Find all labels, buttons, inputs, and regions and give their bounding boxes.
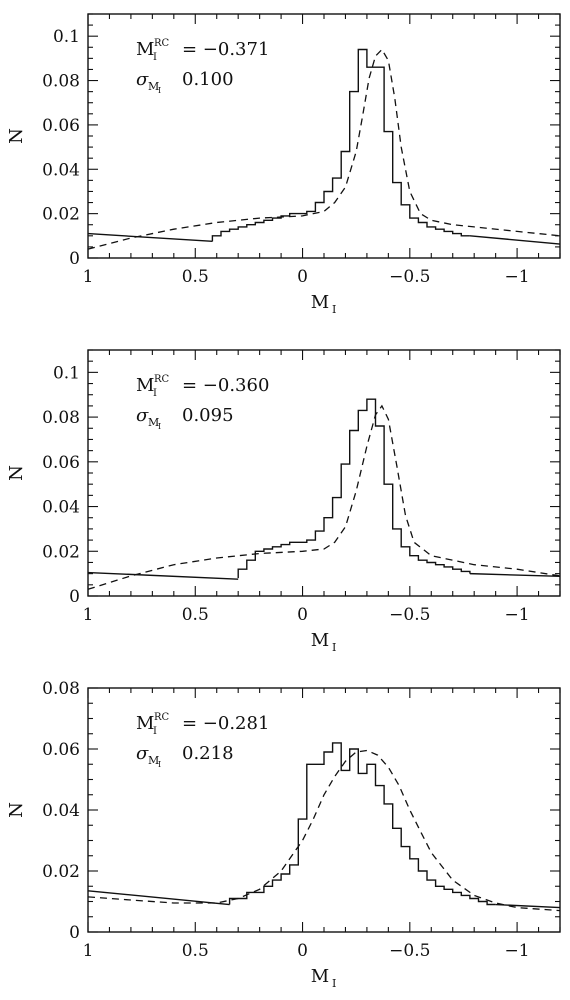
histogram-left-tail — [87, 571, 239, 580]
annotation-sigma-subsubscript: I — [158, 760, 161, 769]
annotation-mag-subscript: I — [153, 52, 157, 63]
y-tick-label: 0 — [69, 249, 80, 269]
annotation-mag-subscript: I — [153, 726, 157, 737]
x-tick-label: 0.5 — [182, 941, 209, 961]
panel-middle: 1 0.5 0 −0.5 −100.020.040.060.080.1NM IM RCI = … — [6, 349, 561, 654]
annotation-sigma-subsubscript: I — [158, 422, 161, 431]
annotation-mag-value: = −0.371 — [182, 39, 269, 60]
y-tick-label: 0.1 — [53, 27, 80, 47]
x-tick-label: 1 — [83, 605, 94, 625]
annotation-sigma-symbol: σ — [136, 405, 149, 426]
x-tick-label: 0 — [297, 267, 308, 287]
annotation-sigma-subscript: M — [148, 80, 159, 93]
annotation-sigma-value: 0.218 — [182, 743, 234, 764]
plot-frame — [87, 13, 561, 259]
panel-top: 1 0.5 0 −0.5 −100.020.040.060.080.1NM IM RCI = … — [6, 13, 561, 316]
fit-curve-dashed — [87, 749, 561, 912]
x-tick-label: −0.5 — [389, 267, 430, 287]
x-axis-title: M — [311, 966, 329, 987]
x-tick-label: −1 — [505, 941, 530, 961]
annotation-sigma-symbol: σ — [136, 743, 149, 764]
annotation-mag-superscript: RC — [154, 374, 170, 385]
x-tick-label: 0.5 — [182, 267, 209, 287]
y-tick-label: 0 — [69, 923, 80, 943]
annotation-mag-subscript: I — [153, 388, 157, 399]
y-tick-label: 0.06 — [42, 740, 80, 760]
annotation-mag-symbol: M — [136, 375, 154, 396]
y-tick-label: 0.08 — [42, 72, 80, 92]
x-axis-title-subscript: I — [332, 641, 336, 654]
annotation-sigma-value: 0.100 — [182, 69, 234, 90]
x-tick-label: −1 — [505, 267, 530, 287]
histogram-right-tail — [495, 903, 561, 909]
annotation-mag-superscript: RC — [154, 38, 170, 49]
annotation-sigma-symbol: σ — [136, 69, 149, 90]
y-tick-label: 0.02 — [42, 862, 80, 882]
histogram-right-tail — [469, 572, 561, 578]
x-axis-title: M — [311, 292, 329, 313]
annotation-mag-symbol: M — [136, 713, 154, 734]
histogram-left-tail — [87, 232, 213, 243]
plot-frame — [87, 687, 561, 933]
annotation-sigma-subsubscript: I — [158, 86, 161, 95]
y-tick-label: 0.02 — [42, 542, 80, 562]
y-tick-label: 0.02 — [42, 205, 80, 225]
y-tick-label: 0.04 — [42, 160, 80, 180]
histogram-steps — [228, 742, 496, 906]
x-tick-label: 0 — [297, 941, 308, 961]
y-axis-title: N — [6, 802, 27, 818]
y-tick-label: 0.04 — [42, 801, 80, 821]
x-axis-title-subscript: I — [332, 977, 336, 990]
histogram-steps — [237, 398, 471, 579]
y-axis-title: N — [6, 128, 27, 144]
histogram-steps — [211, 48, 470, 242]
x-tick-label: −0.5 — [389, 605, 430, 625]
annotation-sigma-subscript: M — [148, 754, 159, 767]
x-tick-label: 1 — [83, 267, 94, 287]
annotation-mag-value: = −0.360 — [182, 375, 269, 396]
y-tick-label: 0.1 — [53, 363, 80, 383]
x-tick-label: 0 — [297, 605, 308, 625]
x-tick-label: 1 — [83, 941, 94, 961]
y-tick-label: 0 — [69, 587, 80, 607]
fit-curve-dashed — [87, 48, 561, 250]
histogram-left-tail — [87, 890, 230, 906]
y-tick-label: 0.08 — [42, 408, 80, 428]
histogram-right-tail — [469, 235, 561, 245]
fit-curve-dashed — [87, 404, 561, 590]
x-tick-label: 0.5 — [182, 605, 209, 625]
y-tick-label: 0.06 — [42, 453, 80, 473]
annotation-sigma-subscript: M — [148, 416, 159, 429]
annotation-sigma-value: 0.095 — [182, 405, 234, 426]
plot-frame — [87, 349, 561, 597]
x-tick-label: −0.5 — [389, 941, 430, 961]
annotation-mag-superscript: RC — [154, 712, 170, 723]
x-axis-title: M — [311, 630, 329, 651]
y-tick-label: 0.08 — [42, 679, 80, 699]
x-tick-label: −1 — [505, 605, 530, 625]
y-tick-label: 0.04 — [42, 498, 80, 518]
annotation-mag-value: = −0.281 — [182, 713, 269, 734]
x-axis-title-subscript: I — [332, 303, 336, 316]
y-tick-label: 0.06 — [42, 116, 80, 136]
annotation-mag-symbol: M — [136, 39, 154, 60]
y-axis-title: N — [6, 465, 27, 481]
